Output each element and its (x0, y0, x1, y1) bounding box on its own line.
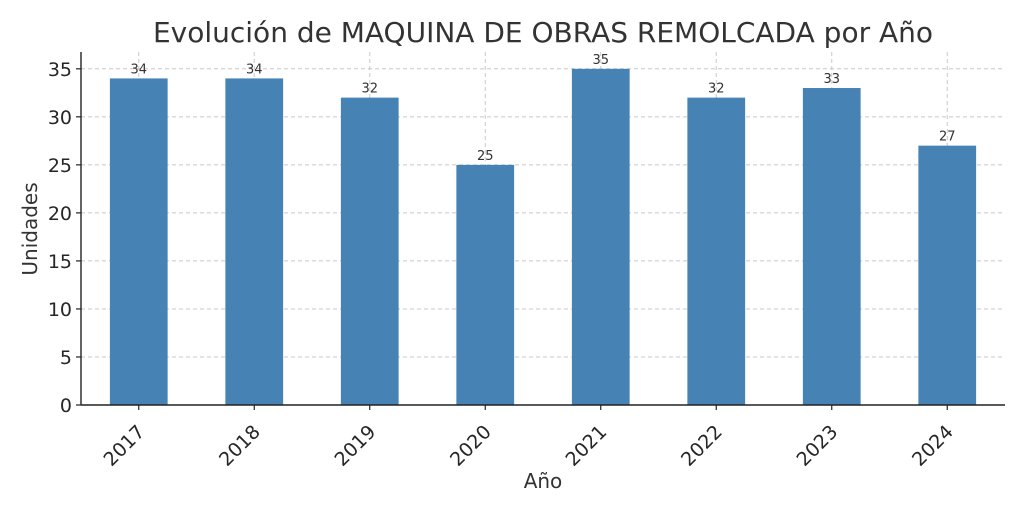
x-tick-label-2018: 2018 (215, 421, 265, 471)
bar-2018 (225, 78, 284, 405)
x-tick-label-2024: 2024 (908, 421, 958, 471)
data-label-2022: 32 (708, 82, 725, 97)
y-tick-label: 30 (48, 107, 72, 129)
x-tick-label-2017: 2017 (100, 421, 150, 471)
x-tick-label-2019: 2019 (331, 421, 381, 471)
bar-2024 (918, 145, 977, 405)
data-label-2017: 34 (130, 62, 147, 77)
x-tick-label-2023: 2023 (793, 421, 843, 471)
bar-2021 (571, 68, 630, 406)
axes-layer (80, 52, 1005, 406)
y-tick-label: 20 (48, 203, 72, 225)
data-label-2023: 33 (823, 72, 840, 87)
data-label-2020: 25 (477, 149, 494, 164)
bar-2020 (456, 164, 515, 405)
y-tick-label: 5 (60, 347, 72, 369)
bar-2022 (687, 97, 746, 405)
data-label-2019: 32 (361, 82, 378, 97)
y-tick-label: 10 (48, 299, 72, 321)
bar-2017 (109, 78, 168, 405)
y-tick-label: 25 (48, 155, 72, 177)
data-label-2021: 35 (592, 53, 609, 68)
x-tick-label-2021: 2021 (562, 421, 612, 471)
y-tick-label: 35 (48, 59, 72, 81)
x-tick-label-2022: 2022 (677, 421, 727, 471)
bar-2019 (340, 97, 399, 405)
x-axis-label: Año (524, 469, 563, 493)
bars-layer: 34 34 32 25 35 32 33 27 (109, 53, 977, 406)
chart-title: Evolución de MAQUINA DE OBRAS REMOLCADA … (153, 16, 933, 49)
data-label-2024: 27 (939, 130, 956, 145)
y-tick-label: 0 (60, 395, 72, 417)
bar-2023 (802, 88, 861, 405)
data-label-2018: 34 (246, 62, 263, 77)
y-axis-label: Unidades (18, 182, 42, 275)
x-tick-label-2020: 2020 (446, 421, 496, 471)
grid-layer (81, 52, 1005, 406)
y-tick-label: 15 (48, 251, 72, 273)
